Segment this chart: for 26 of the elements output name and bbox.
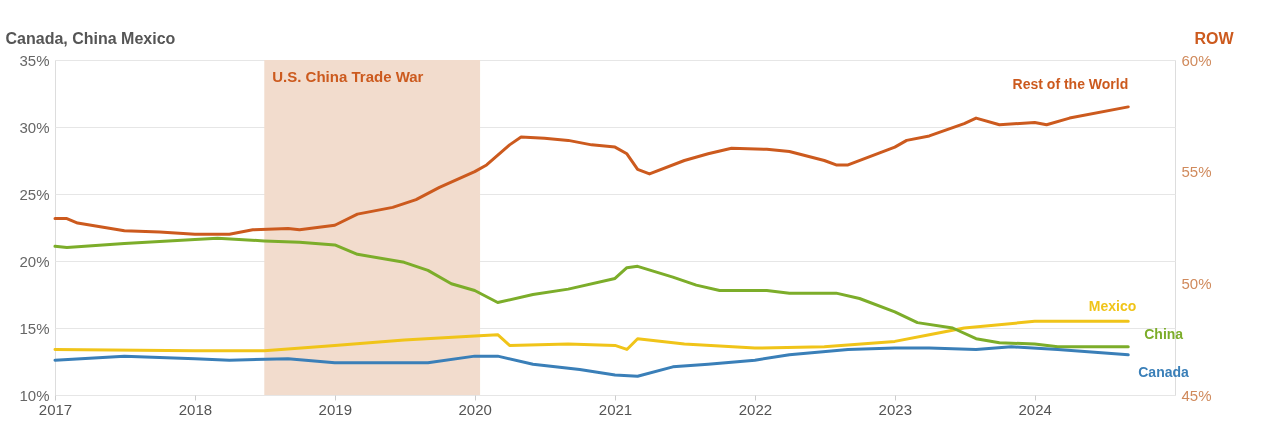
series-label: Mexico bbox=[1088, 298, 1137, 315]
series-label: Rest of the World bbox=[1012, 75, 1129, 92]
x-tick-label: 2020 bbox=[458, 400, 492, 418]
y-tick-label: 25% bbox=[19, 185, 50, 203]
series-label: China bbox=[1144, 325, 1184, 342]
y-tick-label: 20% bbox=[19, 252, 50, 270]
x-tick-label: 2021 bbox=[598, 400, 633, 418]
line-series bbox=[53, 105, 1130, 236]
y-tick-label: 30% bbox=[19, 118, 50, 136]
band-label: U.S. China Trade War bbox=[272, 68, 424, 85]
y2-tick-label: 60% bbox=[1181, 51, 1212, 69]
y2-tick-label: 55% bbox=[1181, 163, 1212, 181]
y2-tick-label: 45% bbox=[1181, 386, 1212, 404]
line-series bbox=[53, 319, 1130, 353]
x-tick-label: 2018 bbox=[178, 400, 213, 418]
y-tick-label: 15% bbox=[19, 319, 50, 337]
y-axis-title: Canada, China Mexico bbox=[5, 29, 176, 47]
x-tick-label: 2024 bbox=[1018, 400, 1052, 418]
x-tick-label: 2019 bbox=[318, 400, 352, 418]
x-tick-label: 2022 bbox=[738, 400, 773, 418]
y-tick-label: 35% bbox=[19, 51, 50, 69]
y2-tick-label: 50% bbox=[1181, 274, 1212, 292]
series-label: Canada bbox=[1138, 363, 1190, 380]
y2-axis-title: ROW bbox=[1194, 29, 1235, 47]
line-series bbox=[53, 345, 1130, 378]
x-tick-label: 2023 bbox=[878, 400, 912, 418]
